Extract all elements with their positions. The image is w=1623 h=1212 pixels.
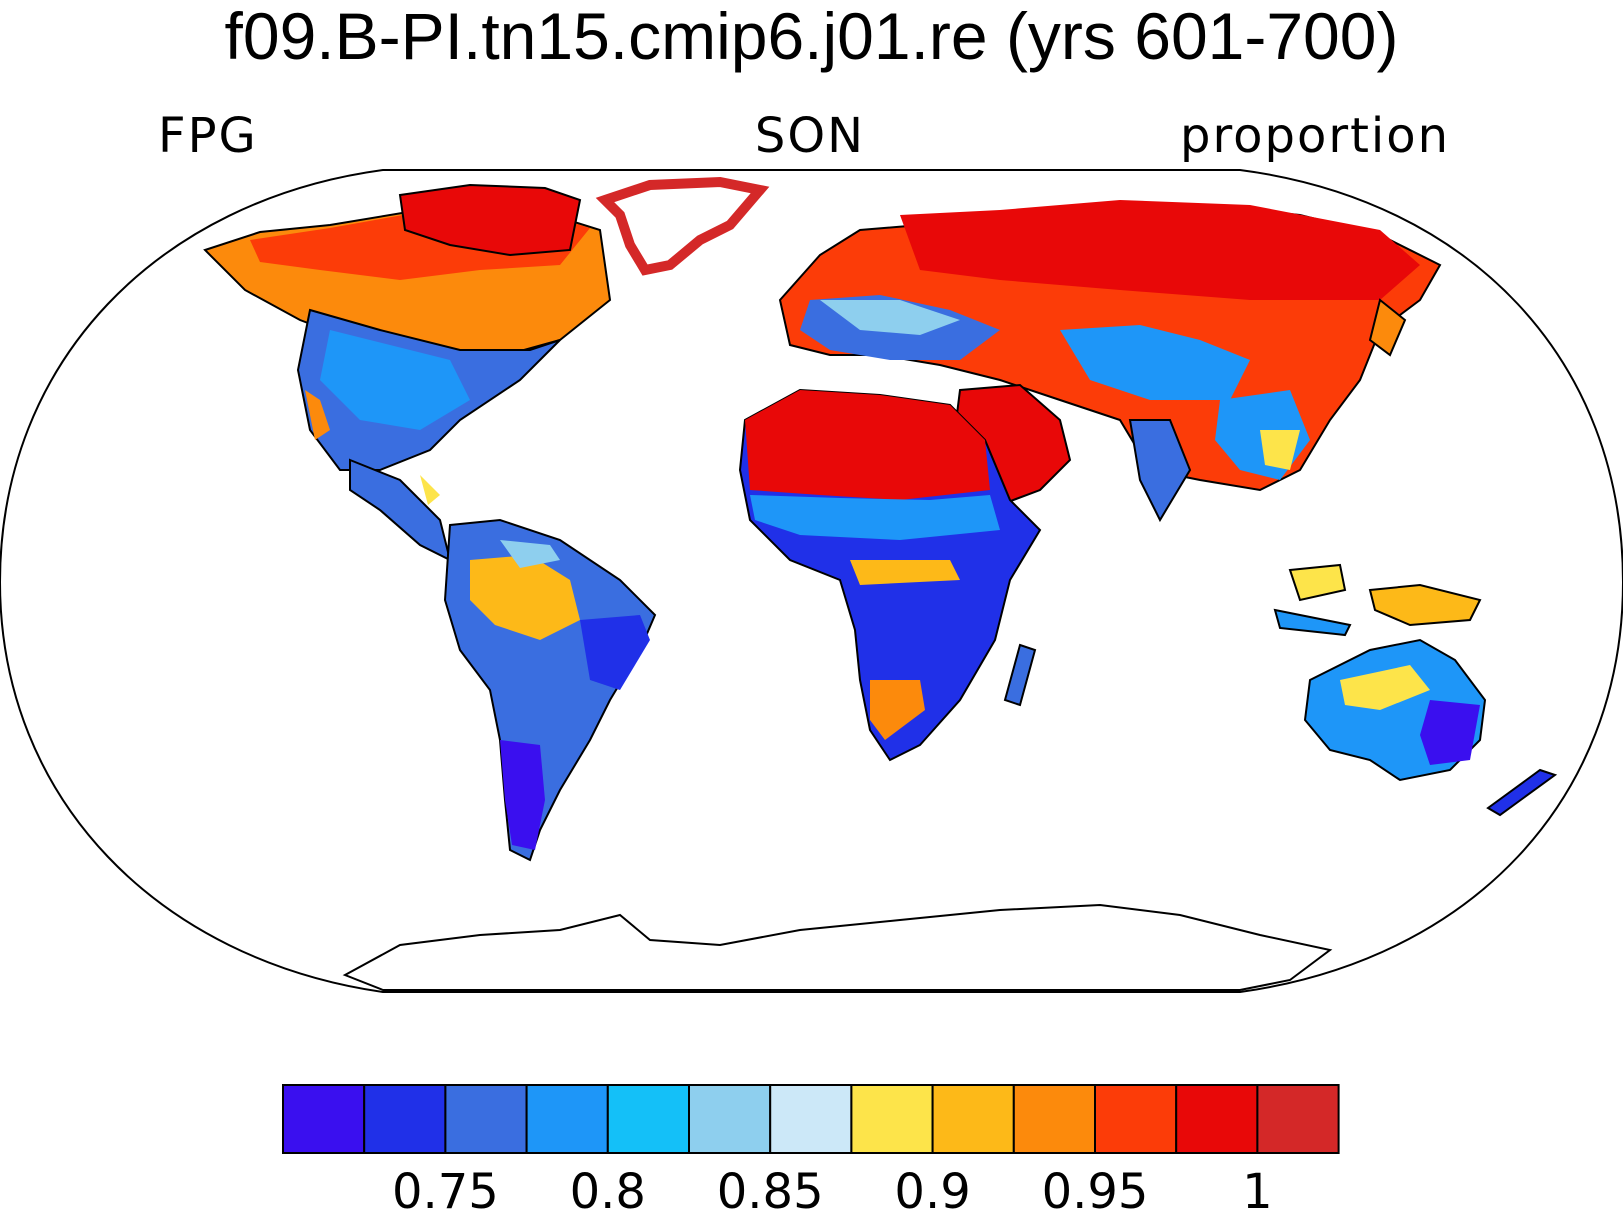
colorbar-tick-label: 0.75 bbox=[392, 1164, 499, 1212]
map-title: f09.B-PI.tn15.cmip6.j01.re (yrs 601-700) bbox=[224, 0, 1399, 73]
colorbar-swatch bbox=[1175, 1084, 1259, 1154]
colorbar-swatch bbox=[1012, 1084, 1096, 1154]
colorbar-swatch bbox=[688, 1084, 772, 1154]
colorbar-swatch bbox=[1256, 1084, 1340, 1154]
units-label: proportion bbox=[1180, 108, 1451, 164]
colorbar-swatch bbox=[525, 1084, 609, 1154]
colorbar-swatch bbox=[1094, 1084, 1178, 1154]
colorbar-swatch bbox=[363, 1084, 447, 1154]
colorbar-swatch bbox=[931, 1084, 1015, 1154]
colorbar-swatch bbox=[444, 1084, 528, 1154]
colorbar-swatch bbox=[282, 1084, 366, 1154]
colorbar-tick-label: 1 bbox=[1242, 1164, 1273, 1212]
africa-landmass bbox=[738, 388, 1042, 762]
antarctica-outline bbox=[342, 903, 1333, 991]
south-america-landmass bbox=[443, 518, 657, 862]
colorbar-swatch bbox=[850, 1084, 934, 1154]
colorbar-tick-label: 0.9 bbox=[894, 1164, 970, 1212]
season-label: SON bbox=[754, 108, 866, 164]
colorbar-tick-label: 0.95 bbox=[1042, 1164, 1149, 1212]
greenland-landmass bbox=[595, 176, 770, 276]
colorbar-tick-label: 0.8 bbox=[570, 1164, 646, 1212]
colorbar-swatch bbox=[769, 1084, 853, 1154]
variable-label: FPG bbox=[158, 108, 258, 164]
new-zealand-landmass bbox=[1486, 768, 1558, 817]
australia-landmass bbox=[1303, 638, 1487, 782]
colorbar: 0.75 0.8 0.85 0.9 0.95 1 bbox=[282, 1084, 1340, 1212]
eurasia-landmass bbox=[778, 200, 1442, 523]
maritime-asia-landmass bbox=[1273, 563, 1482, 637]
north-america-landmass bbox=[203, 183, 612, 562]
colorbar-swatch bbox=[606, 1084, 690, 1154]
colorbar-tick-label: 0.85 bbox=[717, 1164, 824, 1212]
